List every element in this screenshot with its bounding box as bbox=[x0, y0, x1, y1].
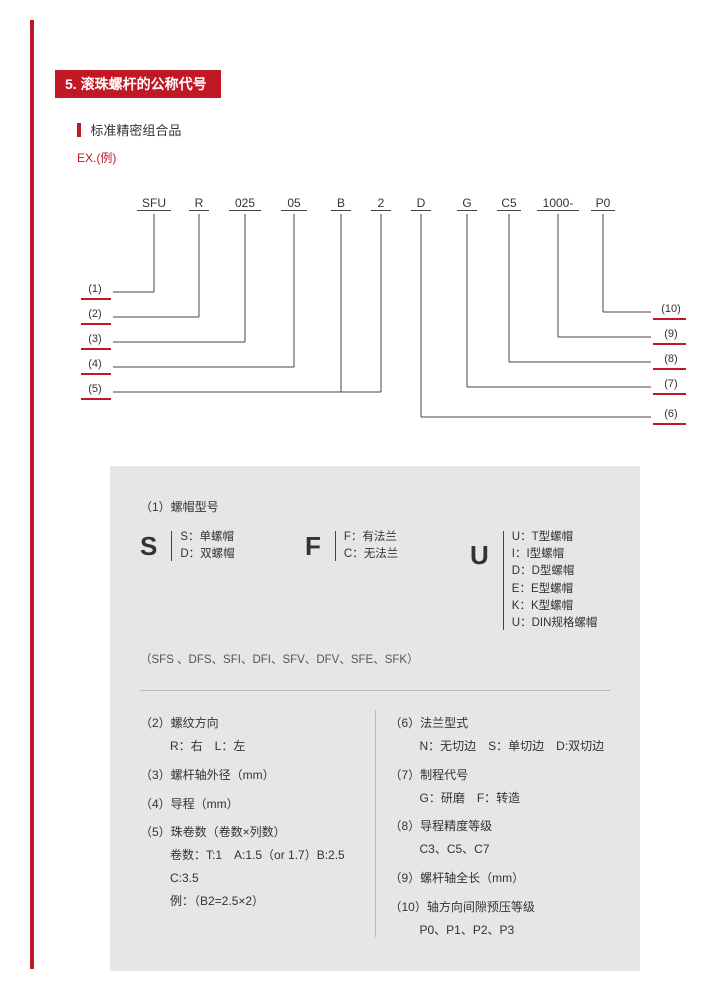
red-underline bbox=[653, 423, 686, 425]
label-number: (3) bbox=[81, 333, 109, 345]
red-underline bbox=[81, 398, 111, 400]
code-diagram: SFUR02505B2DGC51000-P0 (1)(2)(3)(4)(5) (… bbox=[81, 196, 686, 446]
item-body: P0、P1、P2、P3 bbox=[390, 919, 611, 942]
sec1-row: S S：单螺帽 D：双螺帽 F F：有法兰 C：无法兰 U bbox=[140, 529, 610, 633]
definition-box: （1）螺帽型号 S S：单螺帽 D：双螺帽 F F：有法兰 C：无法兰 bbox=[110, 466, 640, 971]
u-line: I：I型螺帽 bbox=[512, 546, 598, 563]
u-line: D：D型螺帽 bbox=[512, 563, 598, 580]
u-def: U：T型螺帽I：I型螺帽D：D型螺帽E：E型螺帽K：K型螺帽U：DIN规格螺帽 bbox=[512, 529, 598, 633]
section-1: （1）螺帽型号 S S：单螺帽 D：双螺帽 F F：有法兰 C：无法兰 bbox=[140, 496, 610, 691]
item-title: （5）珠卷数（卷数×列数） bbox=[140, 821, 361, 844]
item-body: C3、C5、C7 bbox=[390, 838, 611, 861]
letter-s: S bbox=[140, 532, 157, 561]
item-title: （2）螺纹方向 bbox=[140, 712, 361, 735]
section-title: 5. 滚珠螺杆的公称代号 bbox=[55, 70, 221, 98]
red-bar-icon bbox=[77, 123, 81, 137]
u-line: U：DIN规格螺帽 bbox=[512, 615, 598, 632]
s-def: S：单螺帽 D：双螺帽 bbox=[180, 529, 234, 564]
subtitle-text: 标准精密组合品 bbox=[90, 120, 181, 139]
f-line2: C：无法兰 bbox=[344, 548, 398, 560]
letter-u: U bbox=[470, 541, 489, 570]
red-underline bbox=[653, 318, 686, 320]
label-number: (2) bbox=[81, 308, 109, 320]
vertical-red-bar bbox=[30, 20, 34, 969]
example-label: EX.(例) bbox=[77, 149, 680, 166]
note: （SFS 、DFS、SFI、DFI、SFV、DFV、SFE、SFK） bbox=[140, 650, 610, 672]
item-title: （8）导程精度等级 bbox=[390, 815, 611, 838]
separator bbox=[503, 531, 504, 631]
label-number: (4) bbox=[81, 358, 109, 370]
connector-lines bbox=[81, 196, 686, 446]
label-number: (7) bbox=[656, 378, 686, 390]
page-content: 5. 滚珠螺杆的公称代号 标准精密组合品 EX.(例) SFUR02505B2D… bbox=[0, 0, 720, 971]
letter-f: F bbox=[305, 532, 321, 561]
item-title: （9）螺杆轴全长（mm） bbox=[390, 867, 611, 890]
label-number: (9) bbox=[656, 328, 686, 340]
subtitle-row: 标准精密组合品 bbox=[77, 120, 680, 139]
u-line: U：T型螺帽 bbox=[512, 529, 598, 546]
sec1-title: （1）螺帽型号 bbox=[140, 496, 610, 519]
u-line: E：E型螺帽 bbox=[512, 581, 598, 598]
label-number: (1) bbox=[81, 283, 109, 295]
item-title: （4）导程（mm） bbox=[140, 793, 361, 816]
item-body: G：研磨 F：转造 bbox=[390, 787, 611, 810]
red-underline bbox=[653, 393, 686, 395]
item-body: R：右 L：左 bbox=[140, 735, 361, 758]
item-title: （6）法兰型式 bbox=[390, 712, 611, 735]
section-title-text: 滚珠螺杆的公称代号 bbox=[81, 76, 207, 92]
label-number: (8) bbox=[656, 353, 686, 365]
f-def: F：有法兰 C：无法兰 bbox=[344, 529, 398, 564]
red-underline bbox=[81, 323, 111, 325]
item-title: （10）轴方向间隙预压等级 bbox=[390, 896, 611, 919]
f-line1: F：有法兰 bbox=[344, 531, 397, 543]
column-separator bbox=[375, 710, 376, 937]
item-body: N：无切边 S：单切边 D:双切边 bbox=[390, 735, 611, 758]
label-number: (10) bbox=[656, 303, 686, 315]
right-column: （6）法兰型式N：无切边 S：单切边 D:双切边 （7）制程代号G：研磨 F：转造… bbox=[390, 706, 611, 941]
label-number: (6) bbox=[656, 408, 686, 420]
red-underline bbox=[81, 298, 111, 300]
section-2: （2）螺纹方向R：右 L：左 （3）螺杆轴外径（mm） （4）导程（mm） （5）珠卷… bbox=[140, 706, 610, 941]
item-body: 例：（B2=2.5×2） bbox=[140, 890, 361, 913]
u-line: K：K型螺帽 bbox=[512, 598, 598, 615]
s-line2: D：双螺帽 bbox=[180, 548, 234, 560]
section-number: 5. bbox=[65, 76, 77, 92]
red-underline bbox=[653, 368, 686, 370]
red-underline bbox=[81, 373, 111, 375]
left-column: （2）螺纹方向R：右 L：左 （3）螺杆轴外径（mm） （4）导程（mm） （5）珠卷… bbox=[140, 706, 361, 941]
label-number: (5) bbox=[81, 383, 109, 395]
separator bbox=[171, 531, 172, 562]
item-title: （7）制程代号 bbox=[390, 764, 611, 787]
red-underline bbox=[653, 343, 686, 345]
item-body: 卷数：T:1 A:1.5（or 1.7）B:2.5 C:3.5 bbox=[140, 844, 361, 890]
separator bbox=[335, 531, 336, 562]
item-title: （3）螺杆轴外径（mm） bbox=[140, 764, 361, 787]
red-underline bbox=[81, 348, 111, 350]
s-line1: S：单螺帽 bbox=[180, 531, 234, 543]
